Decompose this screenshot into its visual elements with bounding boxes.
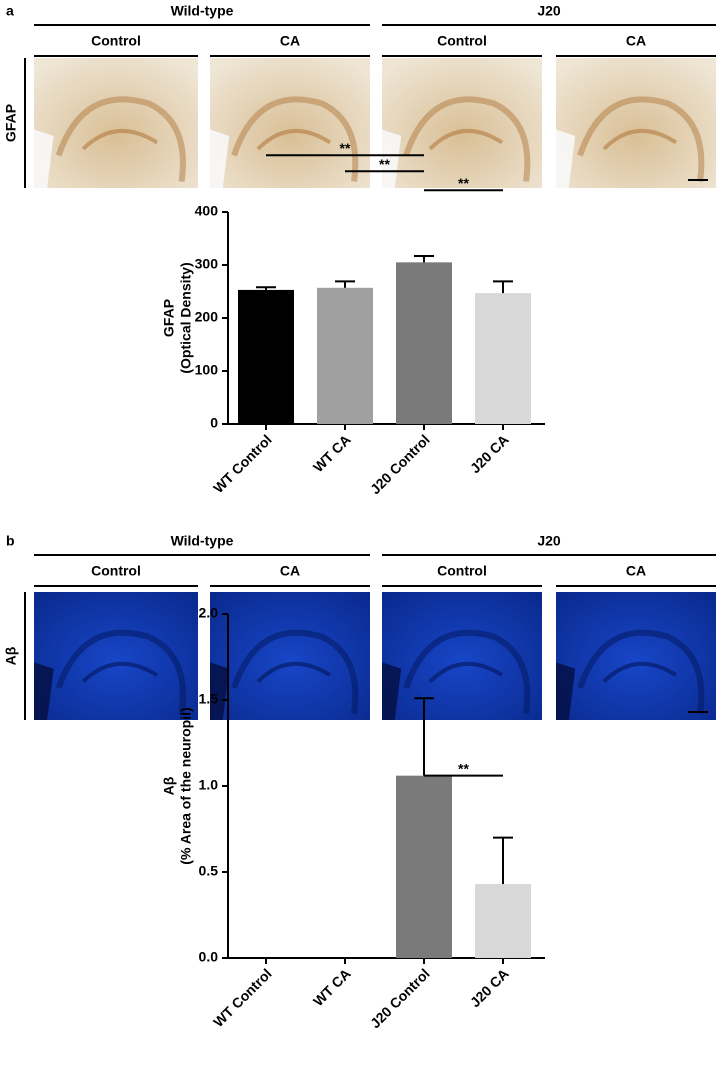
group-label: J20 [537, 3, 561, 19]
hippocampus [428, 661, 504, 684]
bar [475, 293, 531, 424]
column-label: CA [280, 563, 300, 579]
y-axis-label: GFAP [161, 299, 177, 337]
x-tick-label: J20 CA [467, 431, 512, 476]
column-label: Control [437, 33, 487, 49]
hippocampus [602, 129, 678, 151]
group-label: Wild-type [171, 3, 234, 19]
hippocampus [81, 661, 159, 684]
panel-label: a [6, 3, 14, 19]
row-label: GFAP [3, 104, 19, 142]
column-label: Control [91, 33, 141, 49]
column-label: Control [437, 563, 487, 579]
bar [396, 775, 452, 958]
significance-label: ** [340, 140, 351, 156]
hippocampus [231, 629, 359, 715]
hippocampus [602, 661, 678, 684]
hippocampus [577, 96, 705, 182]
ventricle [556, 129, 576, 188]
y-tick-label: 0.0 [199, 949, 219, 965]
significance-label: ** [458, 760, 469, 776]
hippocampus [577, 629, 705, 715]
y-tick-label: 400 [195, 203, 219, 219]
ventricle [382, 129, 402, 188]
ventricle [34, 129, 54, 188]
x-tick-label: J20 Control [367, 965, 433, 1031]
y-axis-label: (% Area of the neuropil) [178, 707, 194, 864]
bar [396, 262, 452, 424]
bar [317, 287, 373, 424]
hippocampus [256, 661, 332, 684]
y-tick-label: 2.0 [199, 605, 219, 621]
hippocampus [403, 96, 531, 182]
y-tick-label: 1.5 [199, 691, 219, 707]
hippocampus [55, 96, 186, 182]
x-tick-label: WT Control [210, 965, 275, 1030]
x-tick-label: WT Control [210, 431, 275, 496]
ventricle [210, 662, 230, 720]
hippocampus [231, 96, 359, 182]
y-tick-label: 1.0 [199, 777, 219, 793]
row-label: Aβ [3, 646, 19, 665]
ventricle [556, 662, 576, 720]
x-tick-label: WT CA [310, 431, 354, 475]
x-tick-label: WT CA [310, 965, 354, 1009]
significance-label: ** [458, 175, 469, 191]
column-label: Control [91, 563, 141, 579]
column-label: CA [626, 563, 646, 579]
ventricle [210, 129, 230, 188]
significance-label: ** [379, 156, 390, 172]
column-label: CA [280, 33, 300, 49]
x-tick-label: J20 CA [467, 965, 512, 1010]
y-axis-label: Aβ [161, 776, 177, 795]
hippocampus [403, 629, 531, 715]
y-axis-label: (Optical Density) [178, 262, 194, 373]
y-tick-label: 300 [195, 256, 219, 272]
y-tick-label: 0 [210, 415, 218, 431]
bar [238, 289, 294, 424]
panel-label: b [6, 533, 15, 549]
ventricle [34, 662, 54, 720]
bar [475, 884, 531, 958]
group-label: J20 [537, 533, 561, 549]
y-tick-label: 0.5 [199, 863, 219, 879]
hippocampus [81, 129, 159, 151]
ventricle [382, 662, 402, 720]
hippocampus [55, 629, 186, 715]
group-label: Wild-type [171, 533, 234, 549]
hippocampus [428, 129, 504, 151]
y-tick-label: 200 [195, 309, 219, 325]
y-tick-label: 100 [195, 362, 219, 378]
column-label: CA [626, 33, 646, 49]
x-tick-label: J20 Control [367, 431, 433, 497]
hippocampus [256, 129, 332, 151]
